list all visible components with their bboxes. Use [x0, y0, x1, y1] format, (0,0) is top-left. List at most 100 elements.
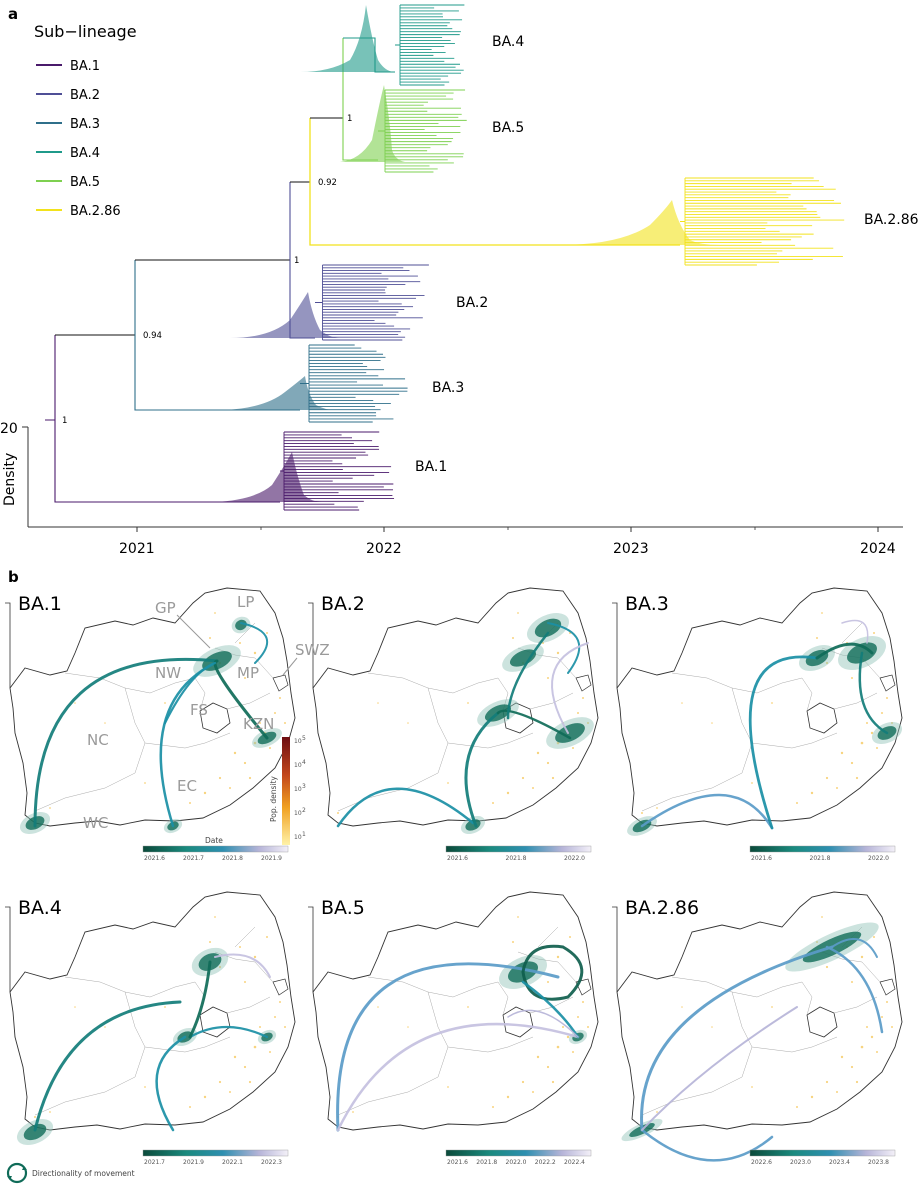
date-tick: 2022.1: [222, 1159, 243, 1166]
date-tick: 2023.8: [868, 1159, 889, 1166]
prov-fs: FS: [190, 701, 208, 719]
support-root: 1: [62, 416, 67, 426]
date-tick: 2022.2: [535, 1159, 556, 1166]
map-ba3: BA.3 2021.6 2021.8 2022.0: [611, 587, 903, 862]
density-tick-20: 20: [0, 421, 18, 437]
date-tick: 2021.6: [144, 855, 165, 862]
date-tick: 2021.6: [447, 855, 468, 862]
map-title-ba1: BA.1: [18, 593, 62, 615]
date-tick: 2021.6: [751, 855, 772, 862]
date-tick: 2022.0: [868, 855, 889, 862]
pop-density-exponent: 4: [302, 759, 306, 766]
pop-density-tick: 10: [294, 786, 302, 793]
clade-label-ba1: BA.1: [415, 459, 447, 475]
date-tick: 2022.0: [506, 1159, 527, 1166]
date-tick: 2021.8: [810, 855, 831, 862]
date-colorbar: [749, 1149, 896, 1157]
panel-a-letter: a: [8, 5, 18, 23]
legend-label-ba286: BA.2.86: [70, 204, 121, 219]
date-tick: 2023.4: [829, 1159, 850, 1166]
date-tick: 2021.8: [506, 855, 527, 862]
clade-subtrees: [280, 4, 845, 511]
clade-label-ba2: BA.2: [456, 295, 488, 311]
legend-label-ba1: BA.1: [70, 59, 100, 74]
map-ba1: BA.1 2021.6 2021.7 2021.8 2021.9: [4, 587, 296, 862]
density-axis-label: Density: [2, 453, 18, 506]
map-title-ba2: BA.2: [321, 593, 365, 615]
pop-density-exponent: 1: [302, 831, 306, 838]
support-ba2-node: 1: [294, 256, 299, 266]
density-ba1: [215, 452, 322, 502]
clade-labels: BA.4 BA.5 BA.2.86 BA.2 BA.3 BA.1: [415, 34, 919, 475]
date-tick: 2021.9: [183, 1159, 204, 1166]
legend-label-ba3: BA.3: [70, 117, 100, 132]
prov-gp: GP: [155, 599, 176, 617]
branch-ba1: [45, 335, 280, 503]
date-tick: 2023.0: [790, 1159, 811, 1166]
prov-lp: LP: [237, 593, 254, 611]
date-colorbar: [142, 845, 289, 853]
density-axis: 20 Density: [0, 421, 29, 527]
date-colorbar: [445, 1149, 592, 1157]
prov-swz: SWZ: [295, 641, 330, 659]
prov-kzn: KZN: [243, 715, 274, 733]
density-ba2: [230, 292, 340, 338]
time-axis: 2021 2022 2023 2024: [28, 526, 903, 557]
clade-label-ba5: BA.5: [492, 120, 524, 136]
date-tick: 2022.6: [751, 1159, 772, 1166]
legend-label-ba2: BA.2: [70, 88, 100, 103]
legend-title: Sub−lineage: [34, 22, 137, 41]
clade-ba3: [300, 344, 408, 423]
date-tick: 2021.8: [222, 855, 243, 862]
x-tick-2024: 2024: [860, 541, 896, 557]
x-tick-2022: 2022: [366, 541, 402, 557]
density-shapes: [215, 5, 720, 502]
density-ba3: [225, 376, 335, 410]
pop-density-label: Pop. density: [269, 776, 278, 822]
map-ba5: BA.5 2021.6 2021.8 2022.0 2022.2 2022.4: [307, 891, 599, 1166]
date-tick: 2021.7: [183, 855, 204, 862]
map-ba2: BA.2 2021.6 2021.8 2022.0: [307, 587, 599, 862]
clade-label-ba4: BA.4: [492, 34, 524, 50]
x-tick-2023: 2023: [613, 541, 649, 557]
clade-label-ba3: BA.3: [432, 380, 464, 396]
support-ba4-ba5: 1: [347, 114, 352, 124]
density-ba5: [340, 85, 405, 162]
clade-ba286: [680, 177, 845, 266]
pop-density-tick: 10: [294, 810, 302, 817]
date-tick: 2021.7: [144, 1159, 165, 1166]
date-label: Date: [205, 836, 223, 845]
pop-density-tick: 10: [294, 834, 302, 841]
pop-density-exponent: 3: [302, 783, 306, 790]
density-ba286: [560, 200, 720, 245]
date-tick: 2022.4: [564, 1159, 585, 1166]
prov-mp: MP: [237, 664, 259, 682]
clade-ba5: [378, 89, 467, 173]
x-tick-2021: 2021: [119, 541, 155, 557]
pop-density-tick: 10: [294, 762, 302, 769]
date-colorbar: [445, 845, 592, 853]
province-labels: GP LP SWZ NW MP FS KZN NC EC WC: [83, 593, 330, 832]
map-ba286: BA.2.86 2022.6 2023.0 2023.4 2023.8: [611, 891, 903, 1166]
branch-ba286: [309, 118, 680, 246]
date-tick: 2022.3: [261, 1159, 282, 1166]
support-node-094: 0.94: [143, 331, 162, 341]
clade-ba4: [395, 4, 465, 86]
prov-nw: NW: [155, 664, 181, 682]
pop-density-tick: 10: [294, 738, 302, 745]
map-title-ba286: BA.2.86: [625, 897, 699, 919]
panel-b-letter: b: [8, 568, 19, 586]
pop-density-exponent: 5: [302, 735, 306, 742]
date-tick: 2021.6: [447, 1159, 468, 1166]
date-tick: 2021.9: [261, 855, 282, 862]
pop-density-exponent: 2: [302, 807, 306, 814]
legend-label-ba5: BA.5: [70, 175, 100, 190]
date-tick: 2022.0: [564, 855, 585, 862]
legend-label-ba4: BA.4: [70, 146, 100, 161]
prov-wc: WC: [83, 814, 108, 832]
date-tick: 2021.8: [476, 1159, 497, 1166]
date-colorbar: [749, 845, 896, 853]
clade-ba2: [315, 264, 429, 341]
